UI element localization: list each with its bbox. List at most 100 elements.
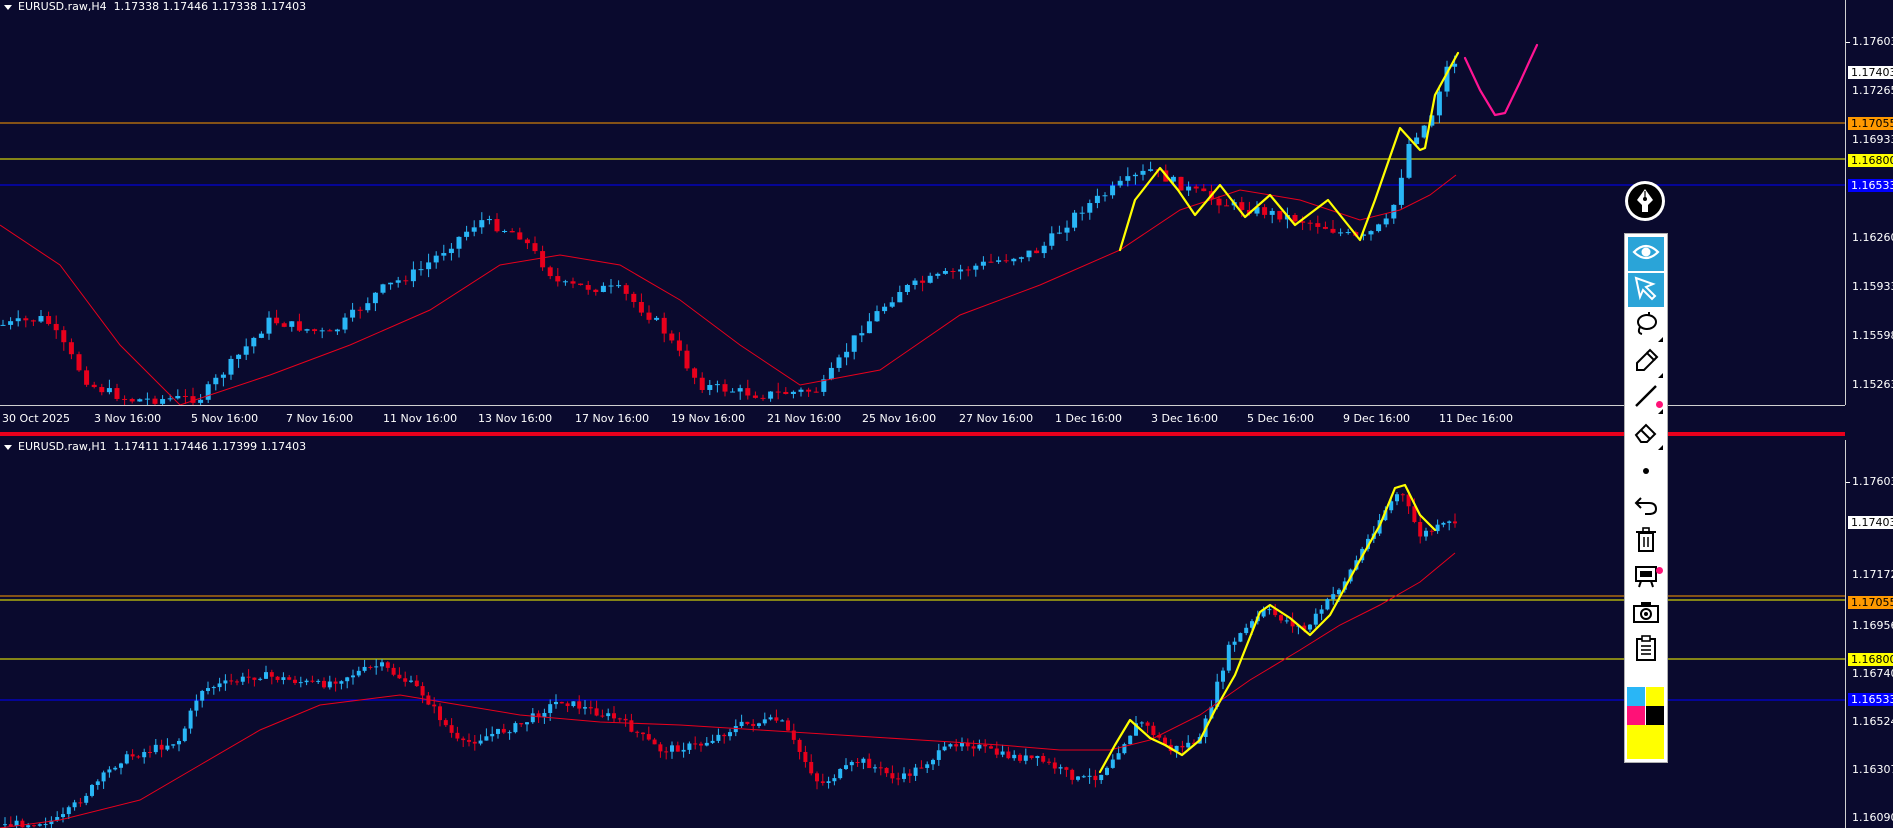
candle-body: [165, 745, 170, 750]
clear-all-button[interactable]: [1628, 525, 1664, 559]
candle-body: [397, 674, 402, 679]
candle-body: [1134, 723, 1138, 736]
candle-body: [1441, 522, 1446, 525]
drawn-projection-magenta: [1463, 43, 1539, 117]
candle-body: [1064, 767, 1069, 770]
candle-body: [1209, 706, 1214, 719]
candle-body: [935, 273, 941, 276]
candle-body: [555, 276, 561, 282]
candle-body: [1079, 212, 1085, 214]
h4-chart-pane[interactable]: EURUSD.raw,H4 1.17338 1.17446 1.17338 1.…: [0, 0, 1845, 405]
highlighter-tool-button[interactable]: [1628, 345, 1664, 379]
candle-body: [1325, 599, 1330, 610]
h4-time-axis[interactable]: 30 Oct 2025 3 Nov 16:00 5 Nov 16:00 7 No…: [0, 406, 1845, 432]
brush-size-button[interactable]: [1628, 453, 1664, 487]
candle-body: [861, 758, 866, 763]
candle-body: [664, 751, 669, 753]
candle-body: [836, 357, 842, 368]
candle-body: [1406, 144, 1412, 178]
candle-body: [190, 396, 196, 403]
candle-body: [122, 398, 128, 400]
candle-body: [1261, 609, 1266, 617]
selected-color-swatch[interactable]: [1627, 725, 1664, 759]
time-label: 9 Dec 16:00: [1343, 412, 1410, 425]
candle-body: [971, 746, 976, 749]
h4-chart-canvas[interactable]: [0, 0, 1845, 405]
toggle-visibility-button[interactable]: [1628, 237, 1664, 271]
lasso-tool-button[interactable]: [1628, 309, 1664, 343]
candle-body: [312, 329, 318, 332]
copy-to-clipboard-button[interactable]: [1628, 633, 1664, 667]
candle-body: [904, 284, 910, 293]
candle-body: [1267, 609, 1272, 611]
candle-body: [1034, 250, 1040, 254]
color-swatch-magenta[interactable]: [1627, 706, 1645, 725]
level-price-tag-yellow: 1.16800: [1848, 154, 1893, 167]
collapse-triangle-icon[interactable]: [4, 4, 12, 10]
candle-body: [1186, 186, 1192, 191]
candle-body: [752, 395, 758, 398]
color-swatch-black[interactable]: [1646, 706, 1664, 725]
candle-body: [912, 280, 918, 285]
price-tick: 1.15933: [1852, 280, 1893, 293]
candle-body: [1429, 530, 1434, 532]
undo-button[interactable]: [1628, 489, 1664, 523]
candle-body: [293, 679, 297, 683]
candle-body: [1215, 681, 1220, 707]
candle-body: [1145, 722, 1150, 726]
candle-body: [1011, 258, 1017, 262]
presentation-mode-button[interactable]: [1628, 561, 1664, 595]
candle-body: [525, 722, 529, 725]
candle-body: [152, 398, 158, 404]
candle-body: [1081, 776, 1086, 778]
candle-body: [220, 374, 226, 378]
candle-body: [1254, 207, 1260, 214]
collapse-triangle-icon[interactable]: [4, 444, 12, 450]
candle-body: [426, 262, 432, 270]
candle-body: [791, 730, 796, 740]
candle-body: [507, 732, 512, 734]
h4-price-axis[interactable]: 1.17603 1.17265 1.16933 1.16260 1.15933 …: [1845, 0, 1893, 405]
candle-body: [980, 261, 986, 266]
candle-body: [577, 701, 582, 709]
candle-body: [1284, 620, 1289, 622]
candle-body: [467, 740, 471, 742]
pen-toggle-button[interactable]: [1625, 181, 1665, 221]
moving-average-line: [0, 552, 1456, 828]
candle-body: [66, 807, 71, 815]
candle-body: [213, 377, 219, 385]
candle-body: [867, 758, 872, 769]
price-tick: 1.16307: [1852, 763, 1893, 776]
h1-chart-canvas[interactable]: [0, 440, 1845, 828]
line-tool-button[interactable]: [1628, 381, 1664, 415]
h1-chart-header: EURUSD.raw,H1 1.17411 1.17446 1.17399 1.…: [4, 440, 306, 454]
color-swatch-cyan[interactable]: [1627, 687, 1645, 706]
candle-body: [258, 678, 263, 680]
candle-body: [1012, 754, 1017, 759]
candle-body: [461, 738, 466, 741]
candle-body: [472, 741, 477, 744]
candle-body: [1087, 775, 1092, 777]
eraser-tool-button[interactable]: [1628, 417, 1664, 451]
select-cursor-button[interactable]: [1628, 273, 1664, 307]
h1-chart-pane[interactable]: EURUSD.raw,H1 1.17411 1.17446 1.17399 1.…: [0, 440, 1845, 828]
candle-body: [902, 773, 906, 779]
candle-body: [1035, 755, 1040, 759]
moving-average-line: [0, 174, 1457, 405]
candle-body: [714, 384, 720, 386]
time-label: 13 Nov 16:00: [478, 412, 553, 425]
candle-body: [229, 680, 234, 682]
candle-body: [1400, 494, 1405, 496]
color-swatch-yellow[interactable]: [1646, 687, 1664, 706]
candle-body: [996, 260, 1002, 262]
candle-body: [385, 662, 390, 668]
candle-body: [1041, 245, 1047, 254]
h1-price-axis[interactable]: 1.17603 1.17172 1.16956 1.16740 1.16524 …: [1845, 440, 1893, 828]
candle-body: [942, 270, 948, 274]
screenshot-button[interactable]: [1628, 597, 1664, 631]
candle-body: [464, 231, 470, 237]
candle-body: [790, 391, 796, 394]
candle-body: [973, 265, 979, 270]
candle-body: [32, 825, 36, 827]
pane-divider[interactable]: [0, 432, 1845, 436]
